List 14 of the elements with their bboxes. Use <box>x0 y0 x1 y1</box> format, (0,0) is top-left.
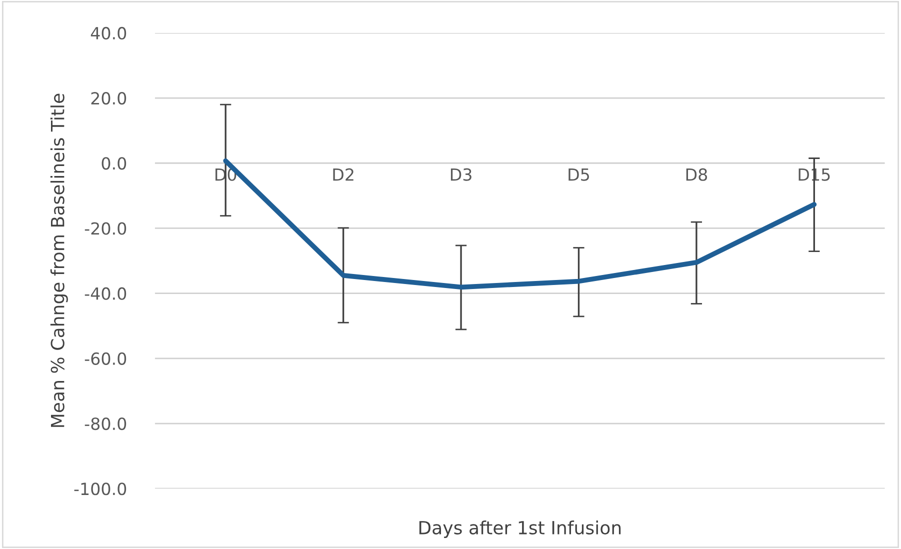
y-axis-title: Mean % Cahnge from Baselineis Title <box>50 94 68 427</box>
x-tick-label: D3 <box>450 168 472 181</box>
y-tick-label: -40.0 <box>84 287 126 300</box>
x-tick-label: D5 <box>568 168 589 181</box>
x-tick-label: D2 <box>333 168 354 181</box>
y-tick-label: -80.0 <box>84 417 126 430</box>
x-axis-title: Days after 1st Infusion <box>419 520 621 538</box>
y-tick-label: 40.0 <box>90 26 126 40</box>
y-tick-label: -20.0 <box>84 222 126 235</box>
y-tick-label: -100.0 <box>74 482 126 496</box>
x-tick-label: D8 <box>686 168 708 181</box>
y-tick-label: 0.0 <box>102 157 126 170</box>
y-tick-label: -60.0 <box>84 352 126 365</box>
y-tick-label: 20.0 <box>91 92 126 105</box>
